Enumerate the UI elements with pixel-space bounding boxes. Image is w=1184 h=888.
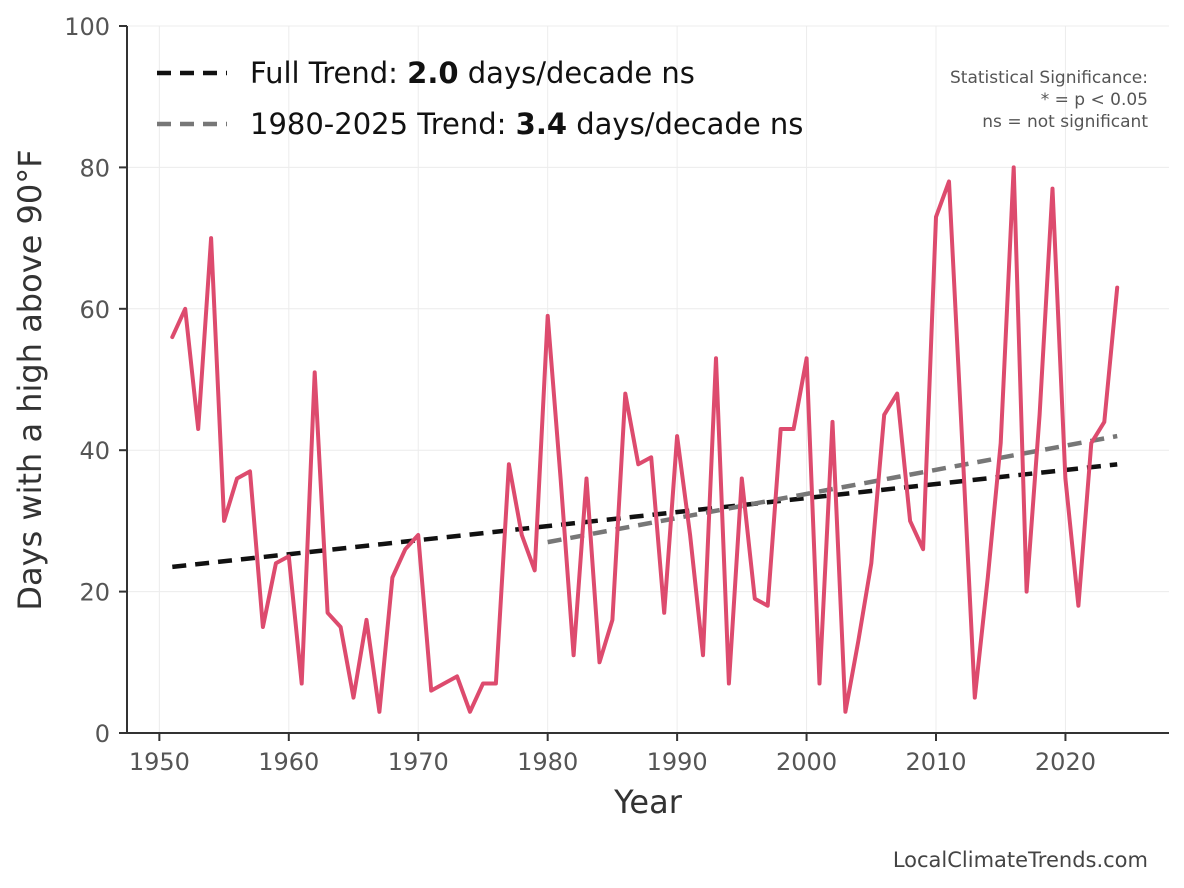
- x-tick-label: 1960: [258, 748, 319, 776]
- legend-recent-trend-suffix: days/decade ns: [567, 107, 803, 141]
- x-tick-label: 1990: [647, 748, 708, 776]
- y-tick-label: 20: [79, 579, 110, 607]
- x-ticks: 1950 1960 1970 1980 1990 2000 2010 2020: [129, 733, 1096, 776]
- legend-recent-trend-rate: 3.4: [516, 107, 567, 141]
- full-trend-line: [172, 462, 1118, 570]
- legend-full-trend-prefix: Full Trend:: [250, 56, 407, 90]
- legend-recent-trend-label: 1980-2025 Trend: 3.4 days/decade ns: [250, 107, 803, 141]
- x-tick-label: 1970: [388, 748, 449, 776]
- legend-full-trend-rate: 2.0: [407, 56, 458, 90]
- significance-title: Statistical Significance:: [950, 68, 1148, 88]
- axes: [126, 26, 1169, 734]
- significance-note: Statistical Significance: * = p < 0.05 n…: [950, 68, 1148, 132]
- credit-text: LocalClimateTrends.com: [893, 848, 1148, 872]
- days-above-90-series-line: [170, 165, 1120, 714]
- y-tick-label: 100: [64, 13, 110, 41]
- x-axis-title: Year: [613, 783, 683, 821]
- trend-lines: [172, 433, 1118, 570]
- y-tick-label: 60: [79, 296, 110, 324]
- significance-ns: ns = not significant: [982, 112, 1148, 132]
- legend-full-trend-label: Full Trend: 2.0 days/decade ns: [250, 56, 695, 90]
- y-tick-label: 0: [95, 720, 110, 748]
- x-tick-label: 1950: [129, 748, 190, 776]
- legend-recent-trend-prefix: 1980-2025 Trend:: [250, 107, 516, 141]
- legend: Full Trend: 2.0 days/decade ns 1980-2025…: [157, 56, 803, 141]
- x-tick-label: 2000: [776, 748, 837, 776]
- x-tick-label: 1980: [517, 748, 578, 776]
- x-tick-label: 2010: [905, 748, 966, 776]
- legend-full-trend-suffix: days/decade ns: [459, 56, 695, 90]
- y-tick-label: 40: [79, 437, 110, 465]
- recent-trend-line: [547, 433, 1118, 545]
- y-ticks: 0 20 40 60 80 100: [64, 13, 127, 748]
- y-axis-title: Days with a high above 90°F: [11, 149, 49, 610]
- significance-star: * = p < 0.05: [1041, 90, 1148, 110]
- x-tick-label: 2020: [1035, 748, 1096, 776]
- y-tick-label: 80: [79, 154, 110, 182]
